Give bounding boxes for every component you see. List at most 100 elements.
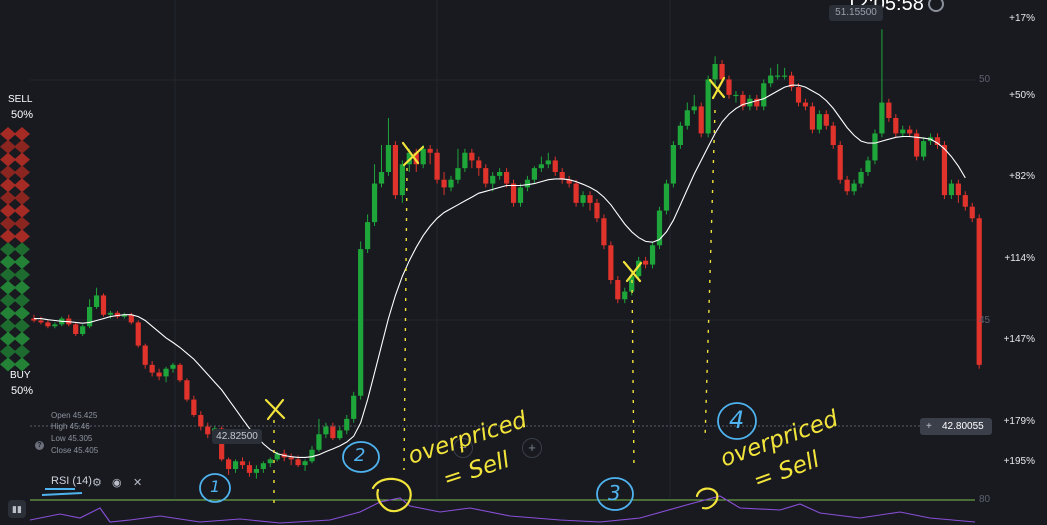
candle	[232, 461, 239, 469]
payout-label: +195%	[1003, 456, 1035, 467]
zoom-in-button[interactable]: +	[522, 438, 542, 458]
candle	[246, 465, 253, 473]
candle	[510, 183, 517, 203]
candle	[45, 322, 51, 327]
candle	[427, 148, 433, 153]
candle	[38, 320, 44, 323]
candle	[448, 179, 454, 188]
payout-label: +82%	[1009, 171, 1035, 182]
annotation-number-2: 2	[354, 445, 366, 466]
candle	[851, 183, 857, 192]
candle	[559, 172, 565, 180]
sell-sentiment-diamond	[0, 229, 16, 244]
sell-sentiment-diamond	[0, 216, 16, 231]
candle	[87, 307, 93, 327]
candle	[907, 129, 913, 134]
ohlc-open: Open 45.425	[51, 411, 98, 420]
candle	[962, 195, 968, 207]
sell-sentiment-diamond	[0, 152, 16, 167]
ohlc-high: High 45.46	[51, 422, 90, 431]
buy-sentiment-diamond	[0, 293, 16, 308]
rsi-line	[29, 495, 976, 524]
sentiment-indicator	[0, 127, 30, 372]
candle	[483, 168, 489, 184]
sell-sentiment-diamond	[0, 127, 16, 141]
candle	[837, 145, 843, 180]
candle	[128, 314, 134, 323]
candle	[469, 152, 475, 161]
candle	[274, 453, 280, 460]
chart-type-button[interactable]: ▮▮	[8, 500, 26, 518]
candle	[121, 314, 127, 317]
candle	[267, 459, 273, 464]
buy-sentiment-diamond	[14, 242, 30, 257]
add-alert-icon[interactable]: +	[926, 421, 932, 432]
candle	[608, 245, 614, 280]
vertical-grid	[174, 0, 671, 498]
candle	[351, 395, 357, 419]
candle	[684, 110, 690, 126]
buy-sentiment-diamond	[0, 242, 16, 257]
candle	[782, 75, 788, 77]
candle	[719, 64, 725, 80]
buy-sentiment-diamond	[0, 306, 16, 321]
horizontal-grid	[30, 79, 975, 321]
buy-sentiment-diamond	[0, 267, 16, 282]
candle	[205, 426, 211, 435]
payout-label: +17%	[1009, 13, 1035, 24]
rsi-level-label: 80	[979, 494, 991, 505]
buy-sentiment-diamond	[14, 331, 30, 346]
candle	[184, 380, 190, 400]
candle	[761, 83, 767, 107]
buy-sentiment-diamond	[14, 267, 30, 282]
sell-sentiment-diamond	[14, 216, 30, 231]
sell-sentiment-diamond	[14, 229, 30, 244]
rsi-indicator-label[interactable]: RSI (14)	[51, 475, 92, 487]
candle	[358, 249, 364, 396]
candle	[323, 426, 329, 435]
candle	[844, 179, 850, 192]
zoom-out-button[interactable]: −	[453, 438, 473, 458]
candle	[378, 172, 385, 184]
current-price-tag[interactable]: + 42.80055	[920, 418, 992, 435]
candle	[524, 179, 531, 188]
payout-label: +50%	[1009, 90, 1035, 101]
candle	[253, 469, 259, 473]
candle	[879, 102, 885, 134]
candle	[462, 152, 468, 169]
annotation-marks	[264, 76, 726, 513]
eye-icon[interactable]: ◉	[112, 477, 122, 489]
candle	[392, 145, 398, 196]
candle	[573, 183, 579, 203]
candle	[900, 129, 906, 134]
annotation-guides	[273, 109, 716, 508]
candle	[775, 75, 781, 77]
candle	[636, 260, 642, 277]
buy-percent: 50%	[11, 385, 34, 397]
sell-label: SELL	[8, 94, 33, 105]
candle	[858, 172, 864, 184]
gear-icon[interactable]: ⚙	[92, 477, 102, 489]
sell-percent: 50%	[11, 109, 34, 121]
info-icon[interactable]: ?	[35, 441, 44, 450]
candle	[948, 183, 954, 196]
buy-sentiment-diamond	[14, 306, 30, 321]
annotation-number-3: 3	[608, 481, 621, 505]
candle	[330, 426, 336, 439]
close-icon[interactable]: ✕	[133, 477, 143, 489]
candle	[114, 312, 120, 317]
candle	[545, 160, 551, 165]
payout-label: +147%	[1003, 334, 1035, 345]
candle	[476, 160, 482, 169]
candle	[31, 318, 37, 321]
candle	[649, 245, 656, 265]
candle	[191, 399, 197, 415]
sell-sentiment-diamond	[14, 127, 30, 141]
sell-sentiment-diamond	[14, 152, 30, 167]
low-price-tag: 42.82500	[212, 429, 262, 444]
buy-sentiment-diamond	[0, 344, 16, 359]
payout-label: +179%	[1003, 416, 1035, 427]
candle	[802, 102, 809, 107]
candle	[809, 106, 815, 130]
